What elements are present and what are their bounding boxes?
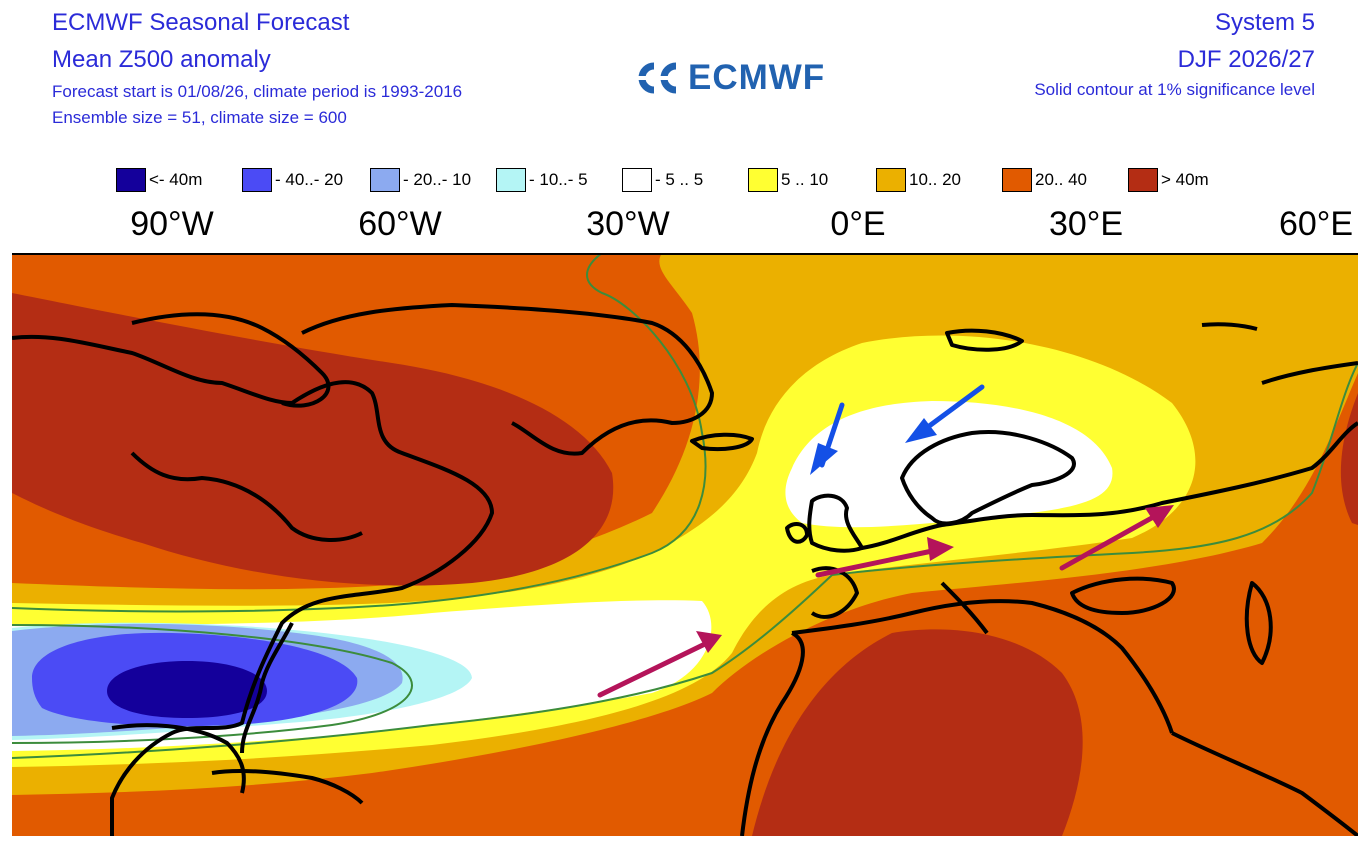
legend-item: 10.. 20 [876,168,961,192]
coastline-greenland [301,303,714,456]
legend-swatch [748,168,778,192]
legend-item: > 40m [1128,168,1209,192]
legend-swatch [242,168,272,192]
legend-label: 10.. 20 [909,170,961,189]
coastline-mediterranean [791,599,1174,734]
anomaly-band-above-40-africa [752,629,1083,836]
longitude-label: 90°W [130,205,214,243]
arrow-magenta-europe [815,547,940,578]
legend-item: 20.. 40 [1002,168,1087,192]
legend-item: 5 .. 10 [748,168,828,192]
significance-contour [12,253,707,613]
arrow-head-blue [905,418,937,443]
arrow-head-magenta [696,631,722,653]
legend-label: <- 40m [149,170,203,189]
coastline-iceland [690,432,754,452]
legend-item: <- 40m [116,168,202,192]
coastline-caspian [1244,581,1273,665]
legend-swatch [876,168,906,192]
ensemble-info: Ensemble size = 51, climate size = 600 [52,108,347,127]
ecmwf-logo: ECMWF [632,58,825,98]
arrow-magenta-atlantic [597,640,710,698]
coastline-north-america [12,334,494,836]
legend-swatch [622,168,652,192]
coastline-africa [740,631,805,836]
longitude-label: 0°E [830,205,886,243]
legend-label: - 40..- 20 [275,170,344,189]
significance-contour [12,362,1358,759]
legend-item: - 10..- 5 [496,168,588,192]
anomaly-band-neutral-europe [785,401,1113,528]
longitude-label: 60°W [358,205,442,243]
legend-item: - 5 .. 5 [622,168,703,192]
legend-swatch [116,168,146,192]
chart-subtitle: Mean Z500 anomaly [52,46,271,73]
flow-arrows [597,384,1160,698]
legend-item: - 20..- 10 [370,168,471,192]
arrow-magenta-east [1059,512,1160,571]
coastline-iberia [810,566,859,619]
coastline-siberia [1261,361,1358,385]
legend-swatch [1002,168,1032,192]
legend-label: 20.. 40 [1035,170,1087,189]
legend-label: 5 .. 10 [781,170,829,189]
forecast-info: Forecast start is 01/08/26, climate peri… [52,82,463,101]
ecmwf-logo-text: ECMWF [688,58,826,97]
system-label: System 5 [1214,9,1315,36]
period-label: DJF 2026/27 [1177,46,1315,73]
coastline-europe [861,421,1358,550]
ecmwf-logo-icon [632,62,684,94]
arrow-head-magenta [1145,505,1174,528]
legend-label: - 10..- 5 [529,170,588,189]
arrow-head-magenta [927,537,954,561]
longitude-label: 30°W [586,205,670,243]
coastline-scandinavia [900,430,1076,526]
arrow-head-blue [810,443,838,475]
legend-swatch [370,168,400,192]
color-legend: <- 40m - 40..- 20 - 20..- 10 - 10..- 5 -… [0,168,1370,196]
legend-label: > 40m [1161,170,1209,189]
legend-item: - 40..- 20 [242,168,343,192]
coastline-cuba [211,768,364,805]
coastline-arctic-islands [131,312,331,408]
chart-title: ECMWF Seasonal Forecast [52,9,350,36]
coastline-black-sea [1070,576,1176,615]
coastline-ireland [785,521,809,544]
longitude-label: 30°E [1048,205,1124,243]
coastline-italy [940,581,989,635]
coastlines [12,303,1358,836]
coastline-florida [240,622,294,754]
anomaly-map [12,253,1358,836]
coastline-hudson [130,451,363,542]
legend-label: - 5 .. 5 [655,170,704,189]
coastline-novaya-zemlya [1201,322,1258,331]
coastline-gulf [111,723,246,794]
arrow-heads [696,418,1174,653]
legend-swatch [496,168,526,192]
coastline-arabia [1171,731,1358,836]
coastline-svalbard [945,328,1024,352]
longitude-label: 60°E [1278,205,1354,243]
legend-swatch [1128,168,1158,192]
legend-label: - 20..- 10 [403,170,472,189]
significance-note: Solid contour at 1% significance level [1034,80,1315,99]
anomaly-band-below-40 [107,661,267,718]
